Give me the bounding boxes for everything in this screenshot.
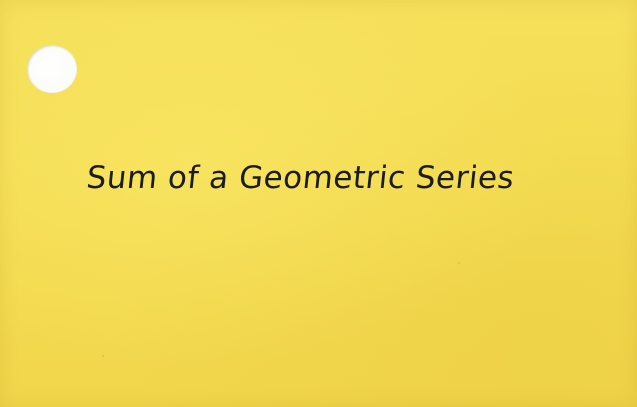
punch-hole [27,45,77,93]
card-title: Sum of a Geometric Series [84,160,517,196]
paper-speck [102,355,104,357]
paper-speck [458,262,460,264]
